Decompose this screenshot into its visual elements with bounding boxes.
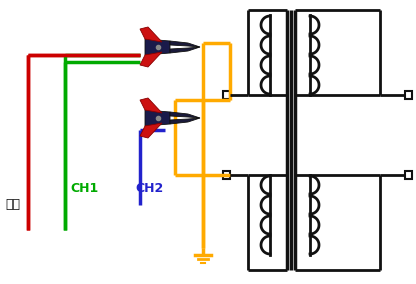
Bar [405,91,412,99]
Polygon shape [140,27,162,42]
Text: CH2: CH2 [135,181,163,195]
Text: 信号: 信号 [5,199,20,212]
Polygon shape [145,39,170,55]
Bar [223,171,230,179]
Polygon shape [170,118,200,124]
Polygon shape [140,98,162,113]
Polygon shape [140,123,162,138]
Bar [405,171,412,179]
Polygon shape [170,41,200,47]
Polygon shape [140,52,162,67]
Bar [223,91,230,99]
Polygon shape [170,47,200,53]
Polygon shape [145,110,170,126]
Text: CH1: CH1 [70,181,98,195]
Polygon shape [170,112,200,118]
